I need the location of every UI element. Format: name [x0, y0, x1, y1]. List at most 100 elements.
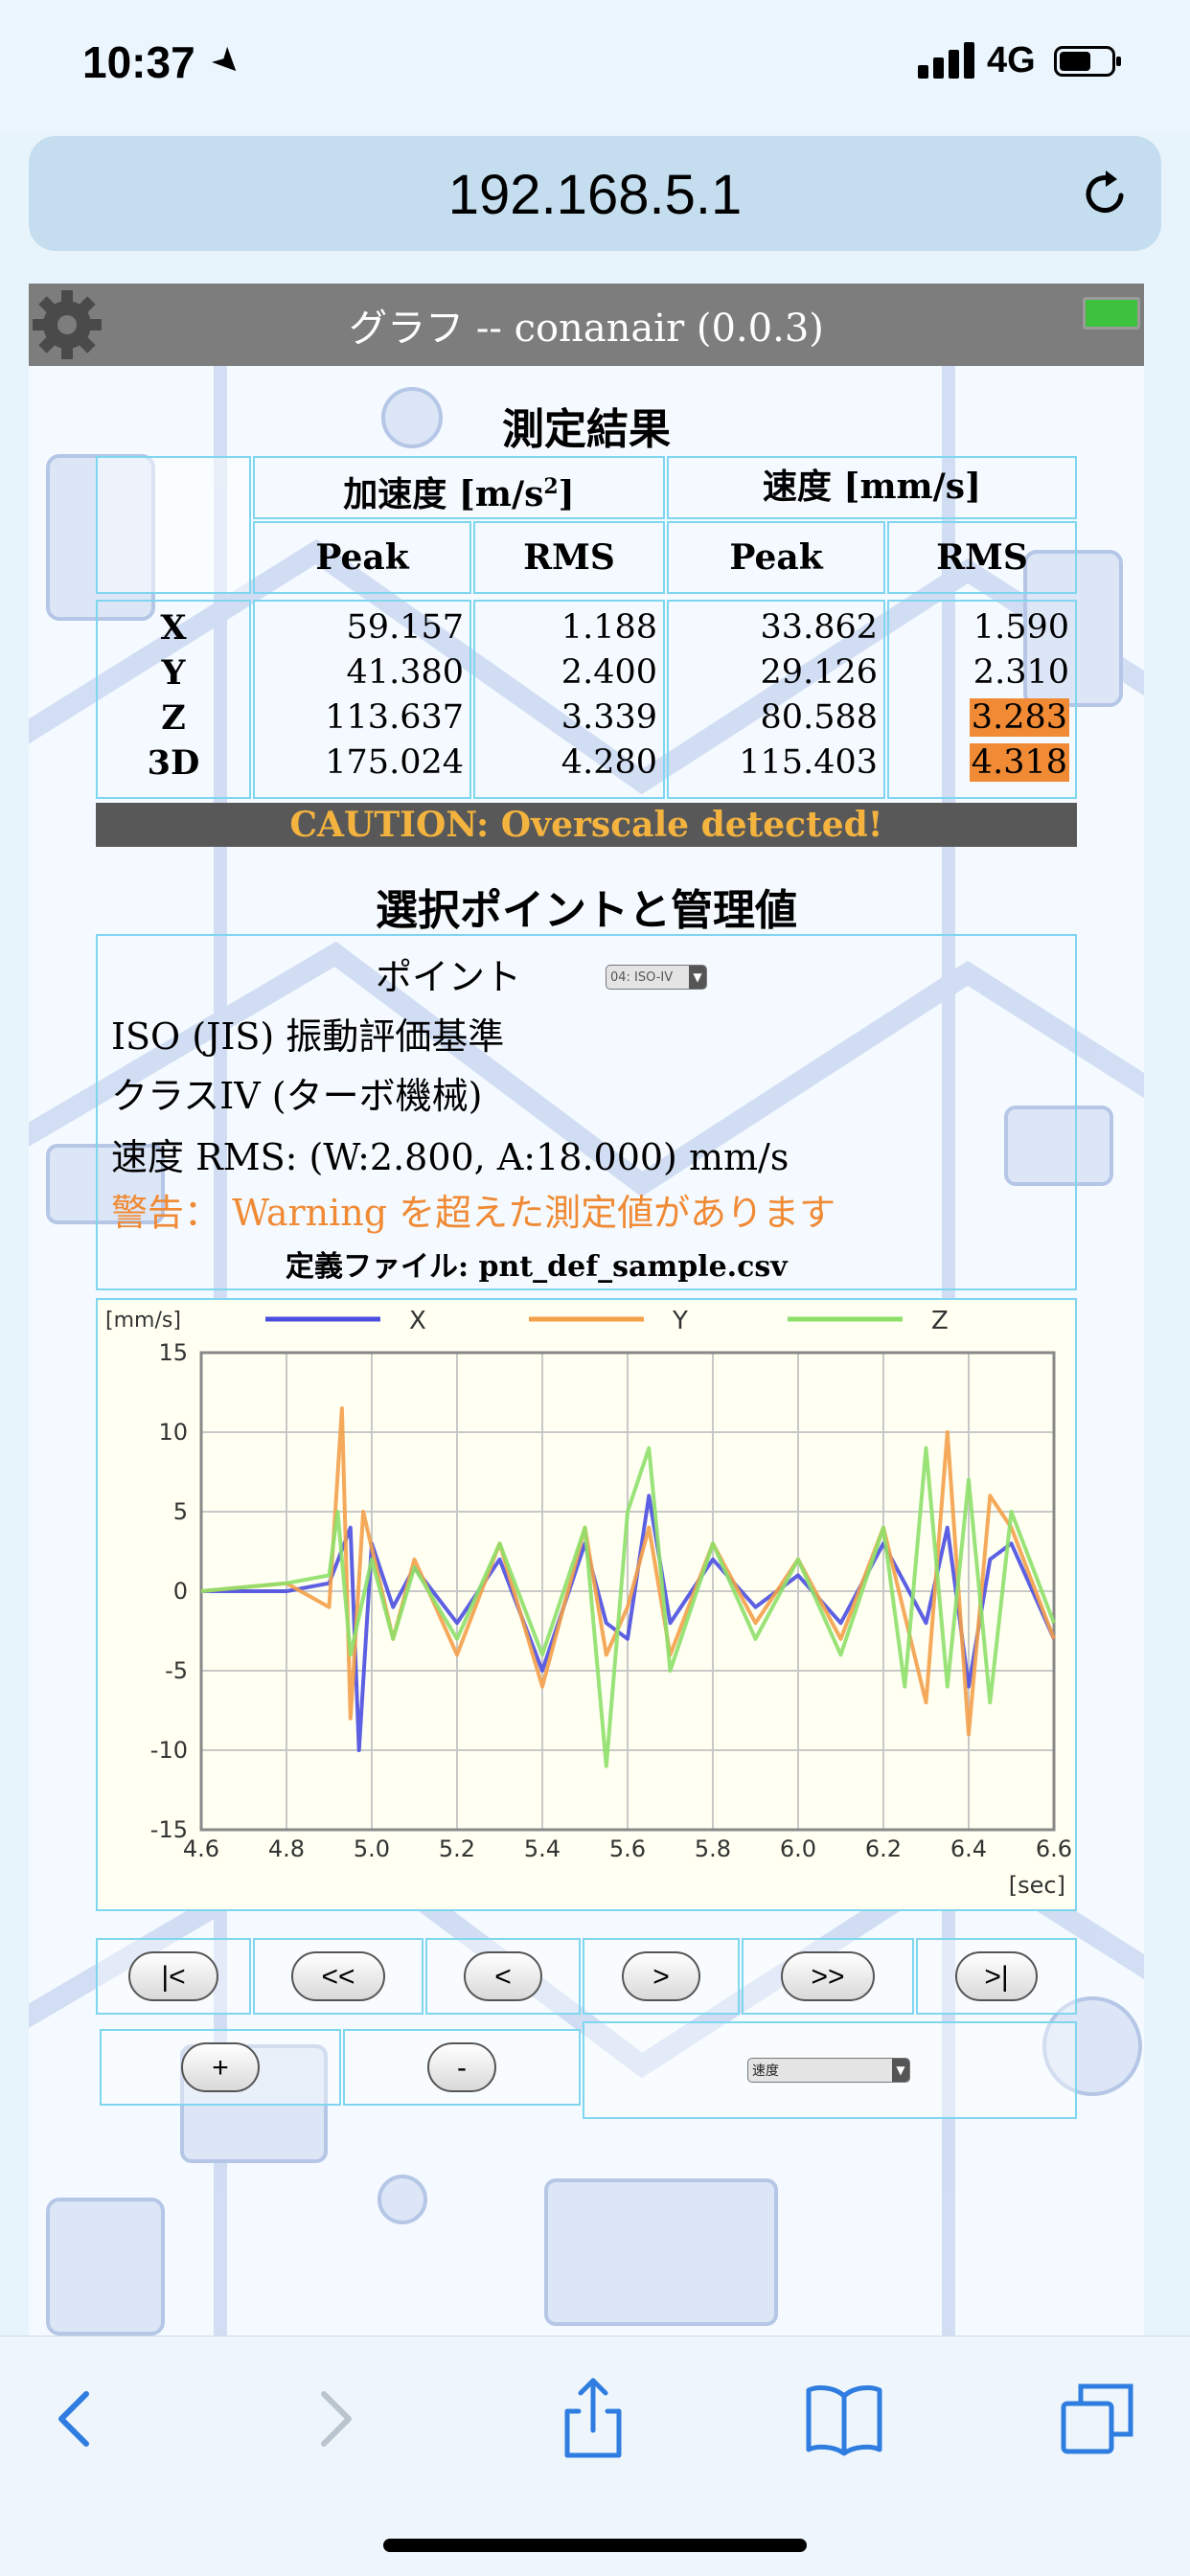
- y-axis-label: [mm/s]: [105, 1309, 181, 1333]
- prev-fast-button[interactable]: <<: [291, 1951, 385, 2001]
- forward-icon[interactable]: [293, 2375, 379, 2461]
- row-label: 3D: [147, 743, 200, 783]
- x-tick-label: 6.2: [865, 1835, 902, 1862]
- row-label: Z: [161, 698, 186, 738]
- battery-status-icon: [1083, 297, 1140, 330]
- accel-peak-value: 113.637: [325, 698, 464, 737]
- last-button[interactable]: >|: [955, 1951, 1038, 2001]
- accel-rms-header: RMS: [473, 521, 665, 594]
- vel-rms-value: 1.590: [973, 608, 1069, 647]
- results-title: 測定結果: [502, 405, 671, 454]
- point-select[interactable]: 04: ISO-IV ▼: [606, 965, 707, 990]
- zoom-in-button[interactable]: +: [181, 2042, 260, 2092]
- vel-rms-column: 1.590 2.310 3.283 4.318: [887, 600, 1077, 799]
- gear-icon[interactable]: [29, 286, 105, 363]
- first-button-cell: |<: [96, 1938, 251, 2015]
- next-button-cell: >: [583, 1938, 740, 2015]
- y-tick-label: 15: [158, 1339, 188, 1366]
- point-select-value: 04: ISO-IV: [610, 970, 674, 985]
- browser-toolbar: [0, 2336, 1190, 2576]
- velocity-header: 速度 [mm/s]: [667, 456, 1077, 519]
- accel-rms-value: 4.280: [561, 743, 657, 782]
- vel-rms-value-highlight: 4.318: [889, 741, 1069, 786]
- vel-peak-value: 29.126: [760, 653, 878, 692]
- y-tick-label: -10: [150, 1737, 188, 1764]
- x-tick-label: 5.6: [609, 1835, 646, 1862]
- next-fast-button[interactable]: >>: [781, 1951, 875, 2001]
- mode-select-cell: 速度 ▼: [583, 2021, 1077, 2119]
- bookmarks-icon[interactable]: [801, 2375, 887, 2461]
- table-corner: [96, 456, 251, 594]
- series-line: [200, 1406, 1056, 1737]
- address-bar[interactable]: 192.168.5.1: [29, 136, 1161, 251]
- y-tick-label: -15: [150, 1816, 188, 1843]
- mode-select[interactable]: 速度 ▼: [747, 2058, 910, 2083]
- app-title: グラフ -- conanair (0.0.3): [349, 307, 824, 351]
- zoom-out-button[interactable]: -: [427, 2042, 496, 2092]
- zoom-out-button-cell: -: [343, 2029, 581, 2106]
- app-header: グラフ -- conanair (0.0.3): [29, 284, 1144, 366]
- over-limit-highlight: 4.318: [969, 743, 1069, 782]
- velocity-chart[interactable]: 4.6 4.8 5.0 5.2 5.4 5.6 5.8 6.0 6.2 6.4 6.6 15 10 5 0 -…: [96, 1298, 1077, 1911]
- selected-point-title: 選択ポイントと管理値: [376, 886, 797, 935]
- accel-rms-value: 1.188: [561, 608, 657, 647]
- first-button[interactable]: |<: [128, 1951, 218, 2001]
- next-fast-button-cell: >>: [742, 1938, 914, 2015]
- accel-peak-value: 41.380: [346, 653, 464, 692]
- vel-peak-header: Peak: [667, 521, 885, 594]
- warning-text: 警告： Warning を超えた測定値があります: [111, 1192, 836, 1234]
- accel-peak-header: Peak: [253, 521, 471, 594]
- x-tick-label: 4.6: [183, 1835, 219, 1862]
- accel-rms-value: 3.339: [561, 698, 657, 737]
- y-tick-label: -5: [165, 1657, 188, 1684]
- prev-button-cell: <: [425, 1938, 581, 2015]
- accel-peak-value: 59.157: [346, 608, 464, 647]
- standard-text: ISO (JIS) 振動評価基準: [111, 1015, 505, 1058]
- url-text[interactable]: 192.168.5.1: [447, 164, 743, 226]
- reload-icon[interactable]: [1079, 167, 1133, 220]
- x-tick-label: 5.2: [439, 1835, 475, 1862]
- series-line: [200, 1446, 1056, 1768]
- mode-select-value: 速度: [752, 2063, 779, 2079]
- battery-icon: [1054, 46, 1121, 77]
- back-icon[interactable]: [31, 2375, 117, 2461]
- share-icon[interactable]: [550, 2375, 636, 2461]
- prev-fast-button-cell: <<: [253, 1938, 423, 2015]
- vel-peak-value: 115.403: [739, 743, 878, 782]
- vel-rms-value-highlight: 3.283: [889, 695, 1069, 741]
- legend-label: Y: [672, 1307, 688, 1335]
- tabs-icon[interactable]: [1054, 2375, 1140, 2461]
- y-tick-label: 10: [158, 1419, 188, 1446]
- clock: 10:37: [82, 37, 195, 87]
- last-button-cell: >|: [916, 1938, 1077, 2015]
- x-tick-label: 6.4: [950, 1835, 987, 1862]
- y-tick-label: 0: [173, 1578, 188, 1605]
- x-tick-label: 4.8: [268, 1835, 305, 1862]
- caution-banner: CAUTION: Overscale detected!: [96, 803, 1077, 847]
- accel-rms-value: 2.400: [561, 653, 657, 692]
- point-info-box: ポイント 04: ISO-IV ▼ ISO (JIS) 振動評価基準 クラスIV …: [96, 934, 1077, 1290]
- series-line: [201, 1493, 1056, 1752]
- definition-file-text: 定義ファイル: pnt_def_sample.csv: [286, 1250, 788, 1284]
- x-tick-label: 5.8: [695, 1835, 731, 1862]
- row-label: X: [160, 608, 187, 648]
- status-bar: 10:37 ➤ 4G: [0, 0, 1190, 134]
- x-axis-label: [sec]: [1009, 1872, 1065, 1899]
- vel-peak-value: 33.862: [760, 608, 878, 647]
- vel-peak-column: 33.862 29.126 80.588 115.403: [667, 600, 885, 799]
- web-page: グラフ -- conanair (0.0.3) 測定結果 加速度 [m/s2] …: [29, 284, 1144, 2336]
- next-button[interactable]: >: [622, 1951, 700, 2001]
- location-arrow-icon: ➤: [202, 37, 252, 86]
- x-tick-label: 6.6: [1036, 1835, 1072, 1862]
- y-tick-label: 5: [173, 1498, 188, 1525]
- dropdown-arrow-icon: ▼: [892, 2059, 909, 2082]
- x-tick-label: 5.0: [354, 1835, 390, 1862]
- home-indicator: [383, 2539, 807, 2552]
- vel-rms-value: 2.310: [973, 653, 1069, 692]
- class-text: クラスIV (ターボ機械): [111, 1075, 483, 1117]
- chart-svg[interactable]: 4.6 4.8 5.0 5.2 5.4 5.6 5.8 6.0 6.2 6.4 6.6 15 10 5 0 -…: [98, 1300, 1075, 1909]
- limits-text: 速度 RMS: (W:2.800, A:18.000) mm/s: [111, 1136, 790, 1178]
- accel-header: 加速度 [m/s2]: [253, 456, 665, 519]
- accel-peak-column: 59.157 41.380 113.637 175.024: [253, 600, 471, 799]
- prev-button[interactable]: <: [464, 1951, 542, 2001]
